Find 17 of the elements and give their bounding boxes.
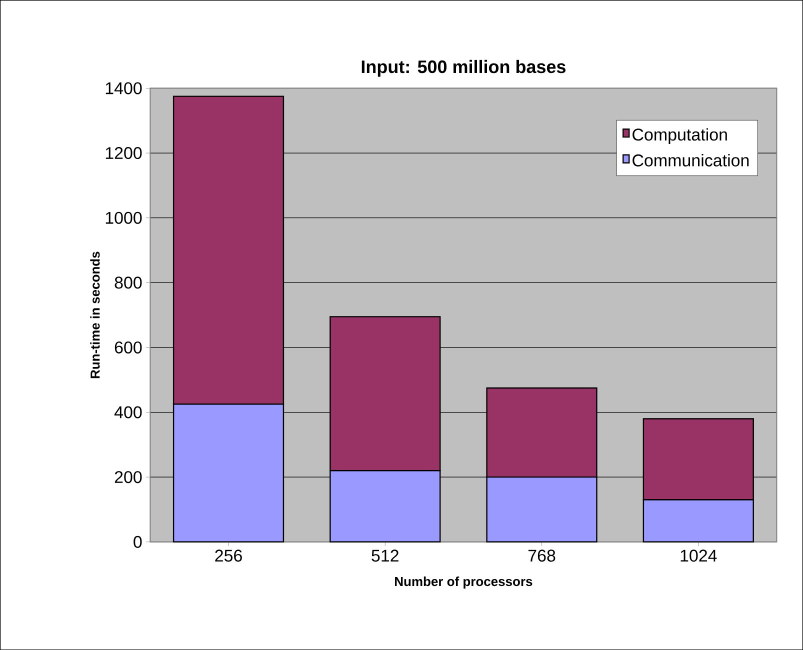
x-tick-label: 1024 [680, 550, 717, 562]
y-tick-label: 400 [114, 406, 142, 418]
y-axis-title: Run-time in seconds [90, 252, 100, 378]
y-tick-label: 1400 [106, 82, 142, 94]
legend-label: Computation [632, 128, 727, 144]
x-tick-label: 256 [215, 550, 242, 562]
chart-title: Input: 500 million bases [362, 60, 566, 77]
x-tick-label: 512 [372, 550, 398, 562]
y-tick-label: 0 [134, 536, 142, 548]
y-tick-label: 1000 [106, 212, 142, 224]
x-axis-title: Number of processors [395, 576, 532, 589]
x-tick-label: 768 [528, 550, 556, 562]
y-tick-label: 800 [114, 276, 142, 289]
y-tick-label: 600 [114, 341, 142, 354]
y-tick-label: 1200 [106, 146, 142, 160]
legend-label: Communication [632, 154, 749, 166]
y-tick-label: 200 [114, 471, 142, 484]
